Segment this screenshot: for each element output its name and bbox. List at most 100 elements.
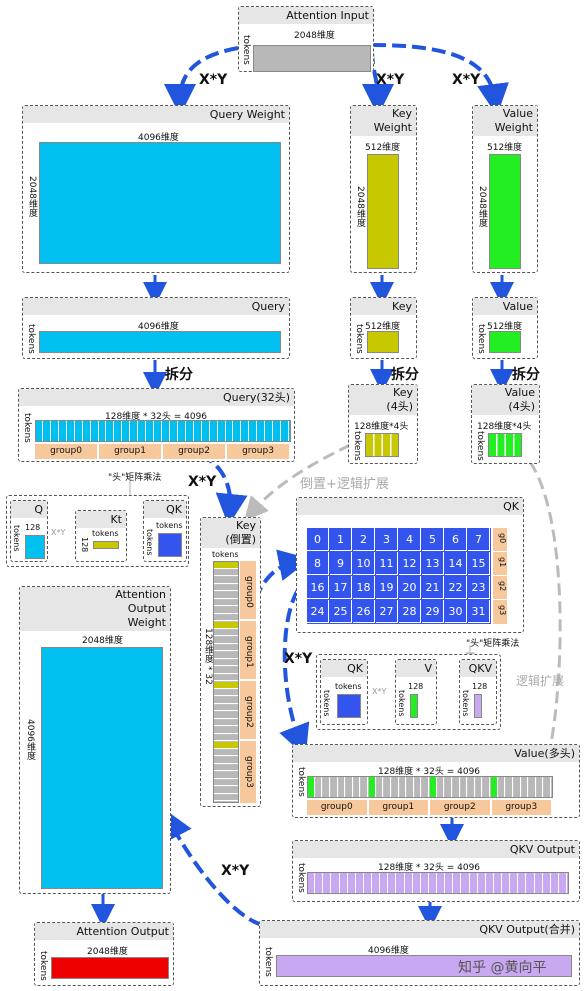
- qk-g2: g2: [493, 576, 507, 600]
- mini-q-title: Q: [11, 501, 47, 518]
- value-weight-dim-side: 2048维度: [477, 186, 487, 227]
- kt-group-1-label: group1: [244, 636, 254, 668]
- kt-row: [214, 697, 238, 704]
- split-label-1: 拆分: [165, 367, 193, 383]
- query-weight-matrix: [39, 142, 281, 264]
- qkv-cols-col: [405, 873, 413, 893]
- qkv-cols-col: [340, 873, 348, 893]
- mini-kt-matrix: [93, 541, 119, 549]
- query-group-3: group3: [227, 444, 291, 459]
- kt-row: [214, 614, 238, 621]
- mini-qkv-box: QKV 128 tokens: [459, 659, 497, 725]
- kt-group-1: group1: [240, 621, 256, 681]
- qk-g3: g3: [493, 600, 507, 624]
- xy-label-2: X*Y: [376, 72, 405, 88]
- mini-r-qk-tokens: tokens: [335, 682, 362, 691]
- key-dim: 512维度: [365, 322, 401, 332]
- transpose-expand-label: 倒置+逻辑扩展: [300, 477, 389, 492]
- qk-cell: 30: [445, 600, 467, 623]
- qk-cell: 31: [468, 600, 490, 623]
- kt-row: [214, 629, 238, 636]
- query-title: Query: [23, 298, 289, 315]
- qk-cell: 29: [422, 600, 444, 623]
- mini-qkv-title: QKV: [460, 660, 496, 677]
- arrow-key-transposed-to-qk: [253, 549, 311, 601]
- kt-row: [214, 689, 238, 696]
- mini-left-xy-1: X*Y: [51, 528, 66, 537]
- mini-left-caption: "头"矩阵乘法: [108, 473, 162, 483]
- arrow-kheads-to-key-transposed: [244, 443, 351, 522]
- vmulti-cols-col: [536, 777, 544, 797]
- qheads-cols-col: [242, 421, 250, 441]
- qkv-cols-col: [421, 873, 429, 893]
- qkv-cols-col: [316, 873, 324, 893]
- qheads-cols-col: [115, 421, 123, 441]
- qkv-cols-col: [494, 873, 502, 893]
- attention-output-matrix: [51, 957, 169, 979]
- kt-row: [214, 577, 238, 584]
- value-weight-matrix: [489, 154, 521, 269]
- vmulti-cols-col: [430, 777, 437, 797]
- mini-qk-matrix: [158, 533, 182, 557]
- kt-row: [214, 772, 238, 779]
- kt-row: [214, 734, 238, 741]
- mini-qk-title: QK: [144, 501, 186, 518]
- key-weight-box: Key Weight 512维度 2048维度: [350, 105, 417, 273]
- qheads-cols-col: [226, 421, 234, 441]
- kt-group-0-label: group0: [244, 576, 254, 608]
- qk-cell: 19: [376, 576, 398, 599]
- key-weight-title: Key Weight: [351, 106, 416, 136]
- attention-input-box: Attention Input 2048维度 tokens: [238, 6, 374, 72]
- qkv-cols-col: [364, 873, 372, 893]
- qk-cell: 25: [330, 600, 352, 623]
- kt-row: [214, 749, 238, 756]
- qk-g3-label: g3: [498, 605, 507, 616]
- qkv-output-side: tokens: [296, 863, 306, 893]
- qk-cell: 6: [445, 528, 467, 551]
- vmulti-cols-col: [521, 777, 529, 797]
- qheads-cols-col: [155, 421, 162, 441]
- mini-q-num: 128: [25, 523, 41, 532]
- value-box: Value 512维度 tokens: [472, 297, 538, 359]
- query-heads-title: Query(32头): [19, 389, 294, 406]
- value-weight-title-2: Weight: [494, 121, 533, 134]
- query-group-1: group1: [99, 444, 163, 459]
- attention-output-side: tokens: [38, 951, 48, 981]
- aow-dim-side: 4096维度: [25, 719, 35, 760]
- key-weight-matrix: [367, 154, 399, 269]
- qk-cell: 13: [422, 552, 444, 575]
- value-weight-box: Value Weight 512维度 2048维度: [472, 105, 538, 273]
- mini-v-side: tokens: [397, 690, 406, 717]
- kt-row: [214, 757, 238, 764]
- value-dim: 512维度: [487, 322, 523, 332]
- kt-row: [214, 779, 238, 786]
- query-weight-dim-top: 4096维度: [138, 133, 179, 143]
- qk-grid: 0 1 2 3 4 5 6 7 8 9 10 11 12 13 14 15 16 17 18 19 20 21 22 23 24…: [307, 528, 491, 624]
- key-matrix: [367, 331, 399, 353]
- vmulti-cols-col: [422, 777, 429, 797]
- qheads-cols-col: [51, 421, 59, 441]
- qkv-output-dim: 128维度 * 32头 = 4096: [378, 863, 481, 873]
- value-heads-box: Value (4头) 128维度*4头 tokens: [471, 384, 540, 464]
- kt-row: [214, 682, 238, 689]
- vmulti-cols-col: [437, 777, 445, 797]
- kt-group-2: group2: [240, 681, 256, 741]
- qheads-cols-col: [250, 421, 258, 441]
- qk-cell: 12: [399, 552, 421, 575]
- key-heads-dim: 128维度*4头: [354, 422, 409, 432]
- vmulti-cols-col: [491, 777, 498, 797]
- mini-r-qk-title: QK: [321, 660, 367, 677]
- kt-row: [214, 787, 238, 794]
- qk-cell: 11: [376, 552, 398, 575]
- key-transposed-title-2: (倒置): [225, 533, 256, 546]
- qk-cell: 22: [445, 576, 467, 599]
- key-transposed-matrix: [213, 561, 239, 803]
- qheads-cols-col: [234, 421, 242, 441]
- vmulti-cols-col: [369, 777, 376, 797]
- mini-q-box: Q 128 tokens: [10, 500, 48, 562]
- logic-expand-label: 逻辑扩展: [516, 674, 565, 688]
- watermark: 知乎 @黄向平: [458, 960, 547, 976]
- attention-output-title: Attention Output: [35, 923, 173, 940]
- qk-cell: 16: [307, 576, 329, 599]
- query-heads-dim: 128维度 * 32头 = 4096: [105, 412, 208, 422]
